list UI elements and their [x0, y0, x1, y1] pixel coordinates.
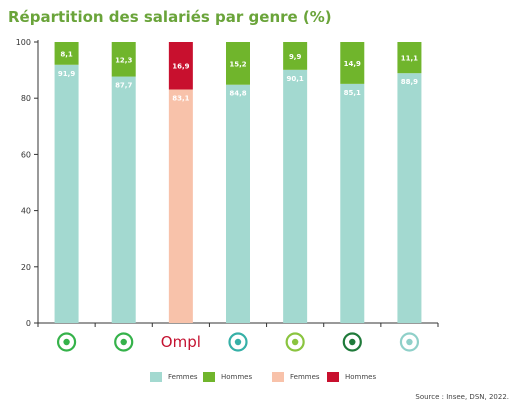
bar-hommes — [340, 42, 365, 84]
legend-label: Femmes — [290, 373, 320, 381]
branch-logo-icon — [285, 332, 305, 352]
y-tick-label: 60 — [21, 150, 31, 159]
bar-hommes — [283, 42, 308, 70]
legend-label: Hommes — [345, 373, 377, 381]
legend-item-femmes-ompl: Femmes — [272, 372, 320, 382]
legend-label: Femmes — [168, 373, 198, 381]
data-label-femmes: 83,1 — [172, 94, 189, 102]
bar-hommes — [111, 42, 136, 77]
data-label-femmes: 88,9 — [401, 78, 418, 86]
bar-hommes — [54, 42, 79, 65]
legend-swatch-hommes-ompl — [327, 372, 339, 382]
bar-hommes — [168, 42, 193, 90]
data-label-hommes: 16,9 — [172, 63, 189, 71]
y-tick-label: 80 — [21, 94, 31, 103]
data-label-hommes: 14,9 — [344, 60, 361, 68]
data-label-hommes: 15,2 — [229, 60, 246, 68]
branch-logo-icon — [228, 332, 248, 352]
data-label-hommes: 9,9 — [289, 53, 302, 61]
branch-logo-center-icon — [406, 338, 413, 346]
data-label-femmes: 87,7 — [115, 82, 132, 90]
y-tick-label: 20 — [21, 263, 31, 272]
bar-femmes — [283, 69, 308, 323]
source-note: Source : Insee, DSN, 2022. — [415, 393, 509, 401]
data-label-femmes: 91,9 — [58, 70, 75, 78]
legend-swatch-femmes-ompl — [272, 372, 284, 382]
bar-femmes — [397, 73, 422, 323]
branch-logo-icon — [342, 332, 362, 352]
branch-logo-center-icon — [291, 338, 299, 346]
data-label-hommes: 12,3 — [115, 56, 132, 64]
bar-femmes — [111, 76, 136, 323]
bar-femmes — [54, 64, 79, 324]
legend-item-femmes: Femmes — [150, 372, 198, 382]
bar-femmes — [168, 89, 193, 323]
legend-item-hommes-ompl: Hommes — [327, 372, 376, 382]
y-tick-label: 0 — [26, 319, 31, 328]
bar-hommes — [397, 42, 422, 74]
data-label-hommes: 11,1 — [401, 55, 418, 63]
branch-logo-center-icon — [349, 338, 356, 346]
branch-logo-icon — [114, 332, 134, 352]
legend: Femmes Hommes Femmes Hommes — [0, 372, 517, 386]
branch-logo-icon — [399, 332, 420, 352]
branch-logo-center-icon — [234, 338, 242, 346]
branch-logo-center-icon — [120, 338, 127, 346]
data-label-femmes: 90,1 — [287, 75, 304, 83]
chart-title: Répartition des salariés par genre (%) — [8, 8, 332, 26]
branch-logo-icon — [56, 332, 77, 352]
branch-logo-center-icon — [63, 338, 70, 346]
data-label-femmes: 85,1 — [344, 89, 361, 97]
legend-item-hommes: Hommes — [203, 372, 252, 382]
legend-swatch-femmes — [150, 372, 162, 382]
data-label-femmes: 84,8 — [229, 90, 246, 98]
legend-label: Hommes — [221, 373, 253, 381]
bar-femmes — [226, 84, 250, 323]
legend-swatch-hommes — [203, 372, 215, 382]
bar-hommes — [226, 42, 250, 85]
y-tick-label: 40 — [21, 207, 31, 216]
ompl-logo: Ompl — [161, 333, 201, 351]
y-tick-label: 100 — [16, 38, 31, 47]
data-label-hommes: 8,1 — [60, 50, 73, 58]
bar-femmes — [340, 83, 365, 323]
